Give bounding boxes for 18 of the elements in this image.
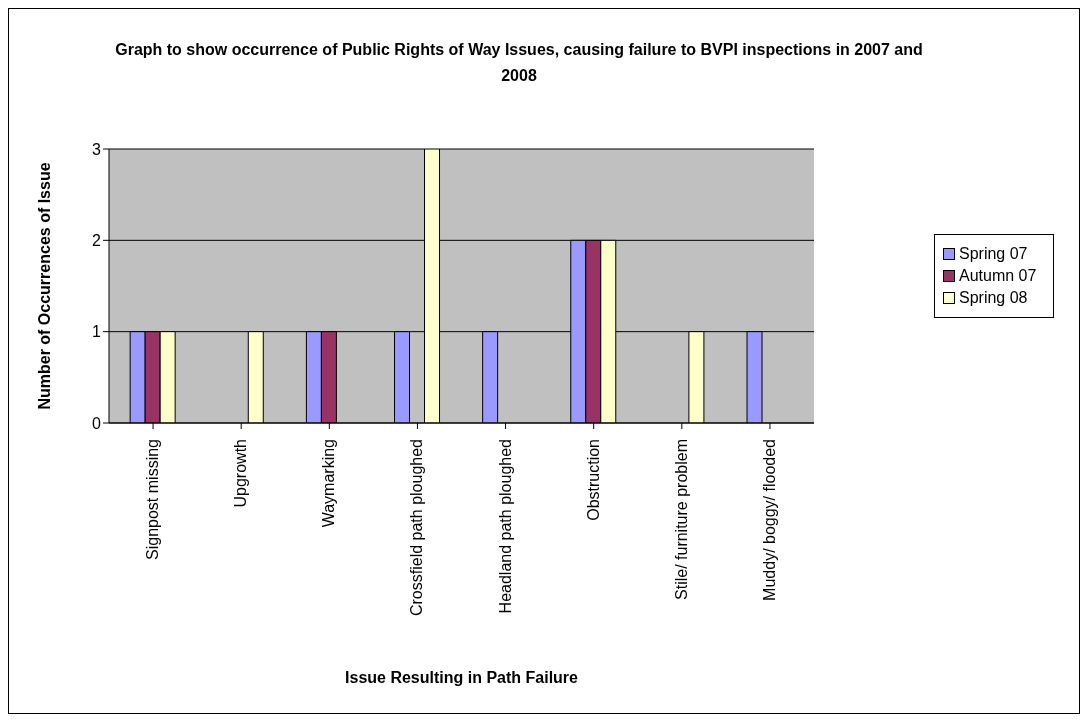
x-tick-label: Crossfield path ploughed — [408, 439, 426, 617]
y-tick-label: 0 — [92, 414, 102, 432]
x-tick-label: Muddy/ boggy/ flooded — [760, 439, 778, 601]
x-tick-label: Headland path ploughed — [496, 439, 514, 614]
legend-label: Spring 08 — [959, 289, 1028, 307]
chart-title: Graph to show occurrence of Public Rights of Way Issues, causing failure to BVPI inspections in 2007 and 2008 — [114, 40, 924, 86]
y-axis-title: Number of Occurrences of Issue — [35, 162, 53, 410]
x-tick-label: Obstruction — [584, 439, 602, 521]
y-tick-label: 3 — [92, 140, 102, 158]
x-tick-label: Upgrowth — [232, 439, 250, 508]
x-axis-title: Issue Resulting in Path Failure — [345, 669, 579, 686]
y-tick-label: 1 — [92, 323, 102, 341]
legend-label: Spring 07 — [959, 245, 1028, 263]
y-tick-label: 2 — [92, 232, 102, 250]
x-tick-label: Waymarking — [320, 439, 338, 528]
x-tick-label: Signpost missing — [144, 439, 162, 560]
x-tick-label: Stile/ furniture problem — [672, 439, 690, 600]
legend-label: Autumn 07 — [959, 267, 1037, 285]
